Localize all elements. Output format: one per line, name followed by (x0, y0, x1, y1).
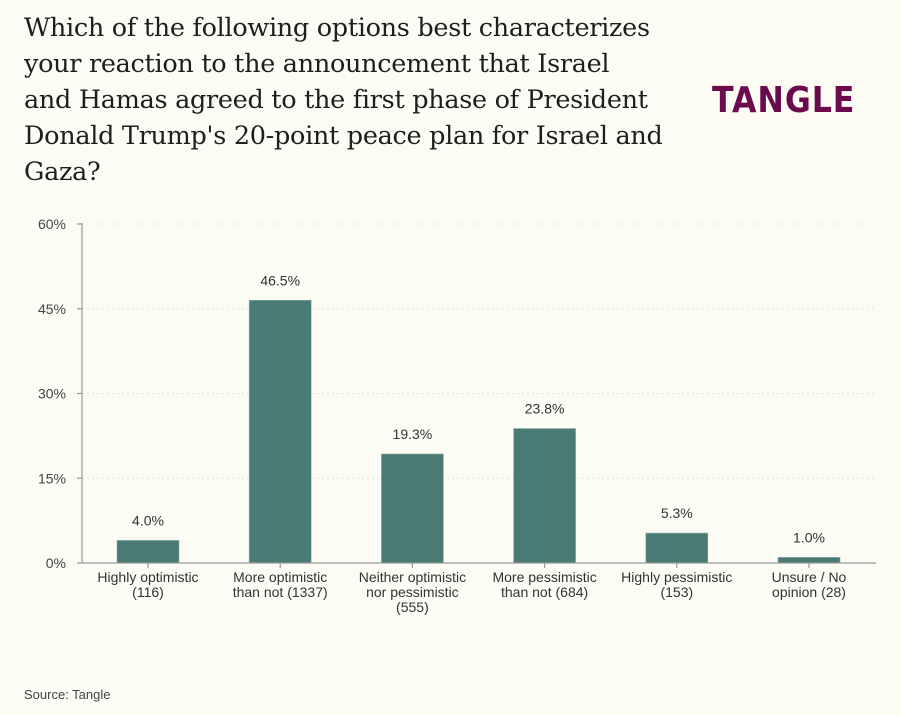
data-label: 19.3% (393, 426, 433, 442)
x-tick-label: More pessimistic than not (684) (492, 569, 596, 600)
y-axis: 0% 15% 30% 45% 60% (38, 216, 83, 571)
data-label: 46.5% (260, 272, 300, 288)
bar (513, 428, 576, 564)
gridlines (82, 223, 876, 479)
data-label: 1.0% (793, 529, 825, 545)
source-note: Source: Tangle (24, 687, 111, 702)
tangle-logo: TANGLE (712, 80, 856, 121)
y-tick-label: 60% (38, 216, 66, 232)
x-tick-label-line: (153) (660, 584, 693, 600)
x-tick-label: More optimistic than not (1337) (233, 569, 328, 600)
bar-chart: 0% 15% 30% 45% 60% 4.0% 46.5% 19.3% 23.8% 5.3% 1.… (38, 216, 876, 615)
x-axis: Highly optimistic (116)More optimistic tha… (82, 562, 876, 615)
bar (777, 557, 841, 564)
y-tick-label: 45% (38, 301, 66, 317)
y-tick-label: 15% (38, 470, 66, 486)
x-tick-label-line: Neither optimistic (359, 569, 466, 585)
bar (645, 532, 709, 564)
bar (248, 299, 312, 564)
x-tick-label: Highly pessimistic (153) (621, 569, 732, 600)
chart-title: Which of the following options best char… (24, 13, 663, 187)
x-tick-label-line: opinion (28) (772, 584, 846, 600)
x-tick-label: Neither optimistic nor pessimistic (555) (359, 569, 466, 615)
x-tick-label-line: than not (684) (501, 584, 588, 600)
y-tick-label: 30% (38, 386, 66, 402)
bar (116, 540, 180, 564)
x-tick-label-line: Highly optimistic (97, 569, 198, 585)
x-tick-label-line: Highly pessimistic (621, 569, 732, 585)
x-tick-label-line: nor pessimistic (366, 584, 459, 600)
data-label: 23.8% (525, 401, 565, 417)
y-tick-label: 0% (46, 555, 66, 571)
x-tick-label-line: than not (1337) (233, 584, 328, 600)
x-tick-label-line: More pessimistic (492, 569, 596, 585)
data-label: 4.0% (132, 512, 164, 528)
data-label: 5.3% (661, 505, 693, 521)
x-tick-label-line: (116) (132, 584, 164, 600)
x-tick-label: Highly optimistic (116) (97, 569, 198, 600)
x-tick-label-line: More optimistic (233, 569, 327, 585)
x-tick-label-line: (555) (396, 599, 429, 615)
bar (381, 453, 444, 564)
x-tick-label: Unsure / No opinion (28) (772, 569, 847, 600)
bars: 4.0% 46.5% 19.3% 23.8% 5.3% 1.0% (116, 272, 841, 564)
x-tick-label-line: Unsure / No (772, 569, 847, 585)
